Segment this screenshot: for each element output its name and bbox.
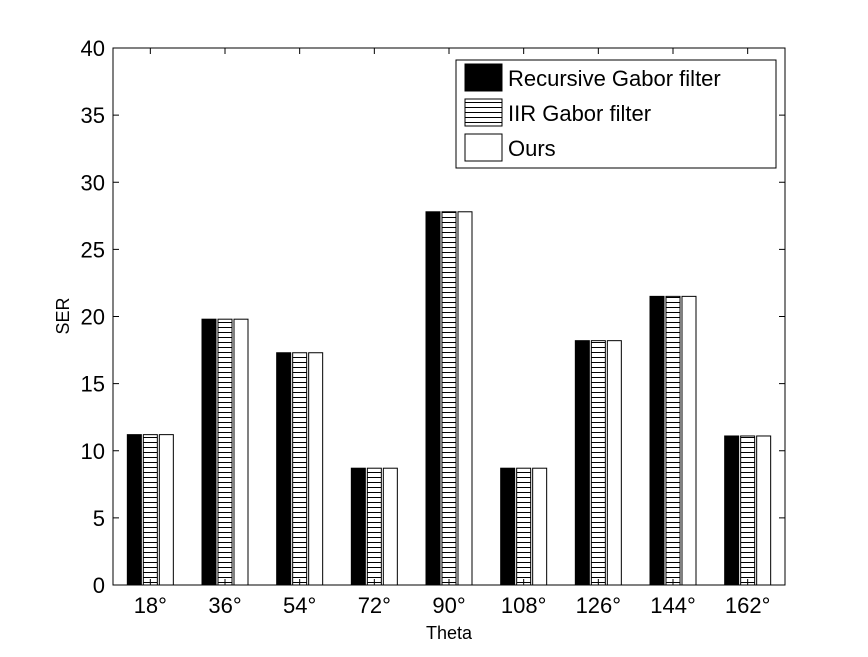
bars-group [126, 211, 772, 586]
bar-1-1 [126, 434, 142, 586]
legend-label-3: Ours [508, 136, 556, 161]
bar-3-1 [158, 434, 174, 586]
bar-2-4 [366, 467, 382, 586]
bar-2-9 [740, 435, 756, 586]
x-axis: 18° 36° 54° 72° 90° 108° 126° 144° 162° [134, 48, 771, 618]
bar-3-6 [532, 467, 548, 586]
bar-1-9 [724, 435, 740, 586]
bar-2-8 [665, 295, 681, 586]
y-tick-label: 15 [81, 372, 105, 397]
legend-swatch-2 [464, 98, 503, 127]
legend-swatch-3 [464, 133, 503, 162]
legend-swatch-1 [464, 63, 503, 92]
bar-3-3 [308, 352, 324, 586]
x-tick-label: 144° [650, 593, 696, 618]
y-tick-label: 25 [81, 237, 105, 262]
x-tick-label: 54° [283, 593, 316, 618]
y-tick-label: 35 [81, 103, 105, 128]
y-tick-label: 5 [93, 506, 105, 531]
y-tick-label: 10 [81, 439, 105, 464]
y-axis: 0 5 10 15 20 25 30 35 40 [81, 36, 785, 598]
bar-3-9 [756, 435, 772, 586]
x-tick-label: 36° [208, 593, 241, 618]
bar-2-6 [516, 467, 532, 586]
bar-1-7 [574, 340, 590, 586]
bar-3-2 [233, 318, 249, 586]
x-axis-title: Theta [426, 623, 473, 643]
y-tick-label: 20 [81, 305, 105, 330]
legend-label-1: Recursive Gabor filter [508, 66, 721, 91]
bar-1-6 [500, 467, 516, 586]
x-tick-label: 162° [725, 593, 771, 618]
y-tick-label: 40 [81, 36, 105, 61]
bar-2-5 [441, 211, 457, 586]
bar-3-5 [457, 211, 473, 586]
bar-1-3 [276, 352, 292, 586]
x-tick-label: 90° [432, 593, 465, 618]
bar-1-5 [425, 211, 441, 586]
bar-2-7 [590, 340, 606, 586]
bar-2-1 [142, 434, 158, 586]
bar-1-8 [649, 295, 665, 586]
x-tick-label: 72° [358, 593, 391, 618]
bar-3-4 [382, 467, 398, 586]
bar-1-4 [350, 467, 366, 586]
y-tick-label: 0 [93, 573, 105, 598]
bar-2-2 [217, 318, 233, 586]
legend-box [455, 59, 777, 169]
x-tick-label: 108° [501, 593, 547, 618]
legend: Recursive Gabor filter IIR Gabor filter Ou… [455, 59, 777, 169]
x-tick-label: 126° [576, 593, 622, 618]
x-tick-label: 18° [134, 593, 167, 618]
bar-1-2 [201, 318, 217, 586]
y-tick-label: 30 [81, 170, 105, 195]
bar-3-8 [681, 295, 697, 586]
legend-label-2: IIR Gabor filter [508, 101, 651, 126]
bar-3-7 [606, 340, 622, 586]
bar-2-3 [292, 352, 308, 586]
y-axis-title: SER [53, 297, 73, 334]
